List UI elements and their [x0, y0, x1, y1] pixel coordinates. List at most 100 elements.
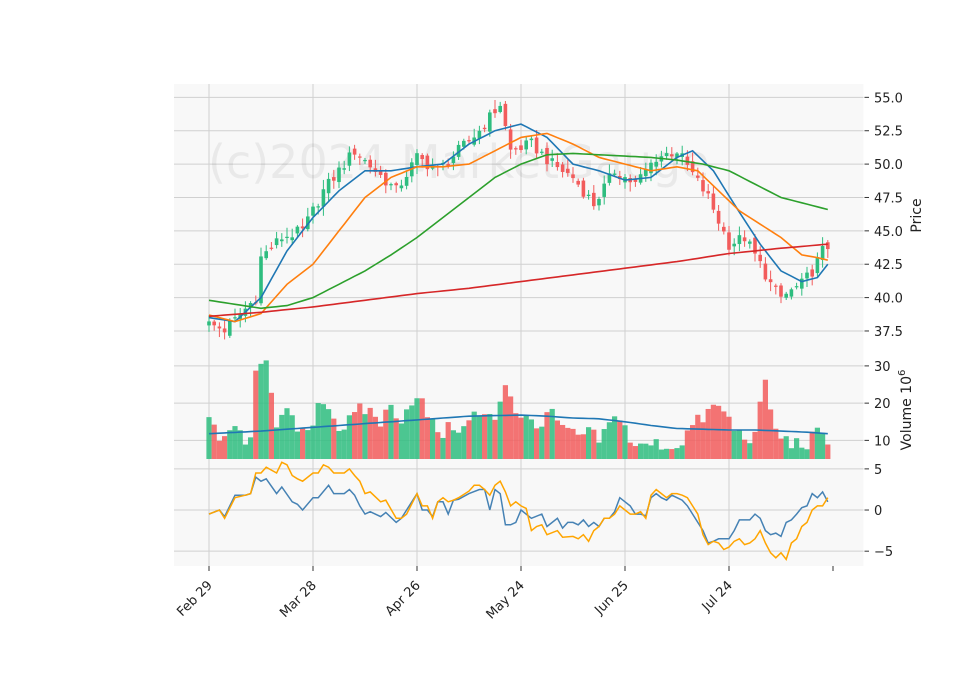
candle-body — [420, 154, 424, 160]
candle-body — [493, 109, 497, 114]
candle-body — [727, 232, 731, 250]
candle — [716, 205, 721, 231]
candle — [586, 190, 591, 200]
oscillator-y-tick-label: −5 — [874, 545, 893, 560]
moving-average-slow-line — [208, 152, 828, 310]
candle-body — [794, 286, 799, 288]
volume-bar — [726, 416, 732, 459]
candle — [581, 177, 586, 199]
candle-body — [363, 159, 367, 162]
candle-body — [566, 168, 570, 173]
candle-body — [248, 303, 253, 308]
candle-body — [228, 321, 232, 336]
candle — [482, 124, 487, 133]
candle — [332, 169, 336, 189]
price-y-tick-label: 47.5 — [874, 191, 903, 206]
candle-body — [394, 183, 398, 186]
candle — [602, 175, 606, 205]
candle-body — [685, 156, 690, 165]
volume-bar — [617, 420, 623, 459]
oscillator-y-tick-label: 5 — [874, 463, 882, 478]
candle — [696, 167, 700, 182]
candle — [711, 185, 716, 214]
volume-bar — [362, 414, 368, 459]
volume-bar — [820, 432, 826, 459]
candle-body — [207, 321, 211, 326]
volume-bar — [679, 445, 685, 459]
moving-average-fast-line — [208, 123, 829, 323]
volume-bar — [788, 448, 794, 459]
candle-body — [446, 164, 450, 166]
candle-body — [415, 153, 419, 165]
volume-bar — [383, 409, 389, 459]
candle — [753, 234, 757, 262]
candle — [550, 149, 554, 167]
candle — [555, 153, 560, 171]
candle-body — [722, 226, 726, 232]
candle — [805, 266, 809, 288]
volume-bar — [279, 414, 285, 459]
volume-bar — [409, 405, 415, 459]
candle-body — [664, 153, 669, 157]
volume-bar — [627, 442, 633, 459]
candle — [321, 179, 326, 216]
candle-body — [805, 272, 809, 279]
candle — [789, 287, 794, 300]
x-tick-label: Apr 26 — [383, 578, 424, 619]
candle-body — [597, 198, 601, 206]
volume-bar — [664, 448, 670, 459]
volume-bar — [284, 408, 290, 459]
price-y-tick-label: 50.0 — [874, 158, 903, 173]
volume-bar — [315, 403, 321, 459]
candle-body — [290, 237, 294, 241]
candle-body — [295, 226, 300, 234]
candle-body — [430, 167, 435, 169]
candle — [285, 227, 289, 244]
candle-body — [716, 210, 721, 224]
volume-bar — [544, 412, 550, 459]
volume-axis-exponent: 6 — [897, 370, 908, 376]
volume-bar — [320, 404, 326, 459]
volume-bar — [227, 430, 233, 459]
candle — [779, 283, 783, 304]
volume-bar — [752, 431, 758, 459]
candle — [722, 222, 726, 235]
volume-bar — [253, 370, 259, 459]
candle-body — [826, 242, 830, 250]
candle-body — [644, 169, 648, 176]
volume-bar — [612, 416, 618, 459]
volume-bar — [622, 425, 628, 459]
volume-average-line — [208, 414, 828, 435]
candle-body — [576, 180, 580, 185]
volume-bar — [721, 411, 727, 459]
price-y-tick-label: 37.5 — [874, 325, 903, 340]
volume-bar — [310, 425, 316, 459]
candle-body — [280, 239, 284, 242]
volume-bar — [482, 414, 488, 459]
candle — [742, 230, 747, 247]
candle-body — [519, 145, 523, 151]
volume-bar — [445, 422, 451, 459]
candle — [259, 247, 263, 306]
candle-body — [222, 328, 227, 333]
oscillator-line-orange — [208, 461, 829, 561]
candle-body — [316, 206, 320, 208]
volume-bar — [508, 396, 514, 459]
candle — [404, 171, 409, 190]
volume-bar — [638, 443, 644, 459]
candle-body — [342, 168, 346, 170]
volume-bar — [206, 417, 212, 459]
candle — [399, 179, 404, 192]
volume-bar — [648, 445, 654, 459]
volume-bar — [424, 417, 430, 459]
candle-body — [514, 148, 518, 150]
candle — [794, 282, 799, 290]
volume-bar — [684, 430, 690, 459]
moving-average-long-line — [208, 243, 828, 318]
candle-body — [274, 238, 279, 246]
volume-axis-label-text: Volume 10 — [899, 376, 915, 450]
volume-bar — [222, 436, 228, 459]
candle-body — [753, 237, 757, 254]
candle — [815, 252, 820, 278]
volume-bar — [466, 420, 472, 459]
